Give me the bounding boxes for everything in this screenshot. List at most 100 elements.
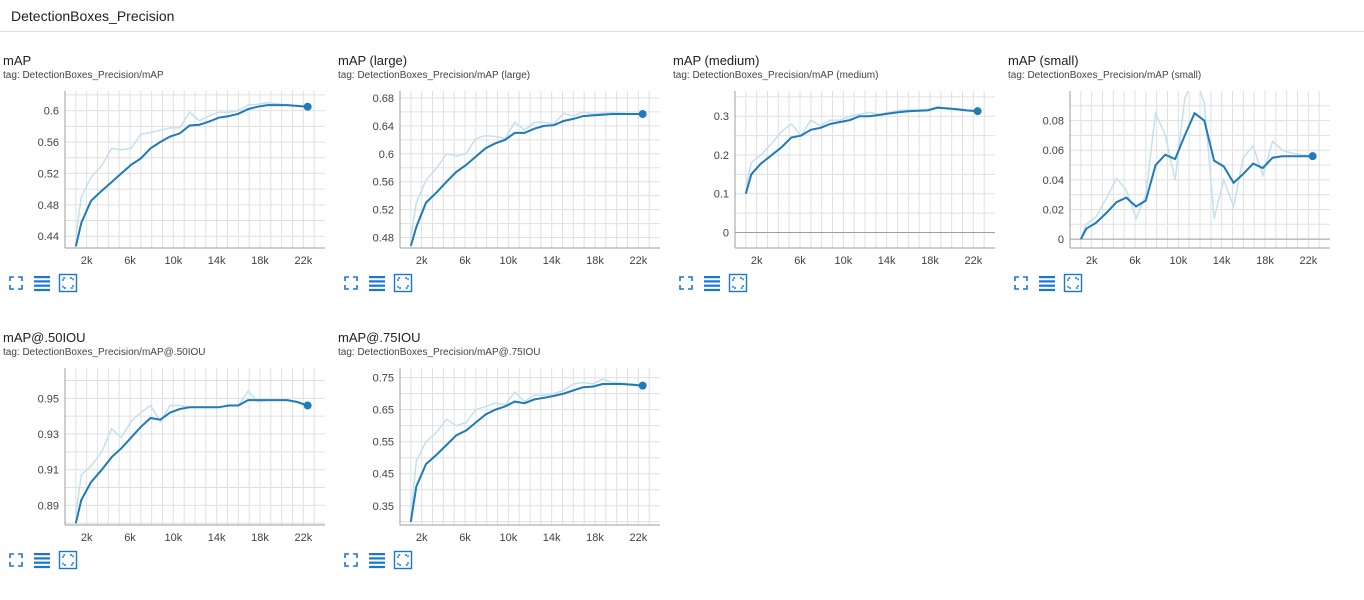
expand-icon[interactable]: [1011, 273, 1031, 293]
y-tick-label: 0.48: [38, 200, 59, 212]
x-tick-label: 2k: [416, 532, 428, 544]
x-tick-label: 6k: [1129, 255, 1141, 267]
chart-tag: tag: DetectionBoxes_Precision/mAP (mediu…: [673, 70, 879, 81]
y-tick-label: 0.44: [38, 231, 59, 243]
last-point-marker[interactable]: [973, 107, 982, 116]
chart-title: mAP (medium): [673, 53, 760, 68]
raw-series-line: [410, 111, 643, 238]
last-point-marker[interactable]: [303, 102, 312, 111]
y-tick-label: 0.1: [714, 189, 729, 201]
x-tick-label: 18k: [586, 255, 604, 267]
y-tick-label: 0.65: [373, 405, 394, 417]
chart-tag: tag: DetectionBoxes_Precision/mAP@.75IOU: [338, 347, 541, 358]
chart-title: mAP: [3, 53, 32, 68]
last-point-marker[interactable]: [638, 110, 647, 119]
chart-plot[interactable]: 0 0.1 0.2 0.3 2k 6k 10k 14k 18k 22k: [670, 83, 1000, 273]
fit-domain-icon[interactable]: [728, 273, 748, 293]
expand-icon[interactable]: [676, 273, 696, 293]
chart-plot[interactable]: 0.89 0.91 0.93 0.95 2k 6k 10k 14k 18k 22k: [0, 360, 330, 550]
x-tick-label: 2k: [416, 255, 428, 267]
list-icon[interactable]: [367, 273, 387, 293]
chart-plot[interactable]: 0 0.02 0.04 0.06 0.08 2k 6k 10k 14k 18k 22k: [1005, 83, 1335, 273]
smoothed-series-line: [74, 399, 309, 524]
y-tick-label: 0.52: [38, 168, 59, 180]
group-title: DetectionBoxes_Precision: [11, 8, 175, 24]
x-tick-label: 18k: [1256, 255, 1274, 267]
x-tick-label: 10k: [164, 255, 182, 267]
raw-series-line: [1080, 91, 1313, 240]
fit-domain-icon[interactable]: [393, 550, 413, 570]
fit-domain-icon[interactable]: [1063, 273, 1083, 293]
list-icon[interactable]: [32, 550, 52, 570]
chart-card-map-medium: mAP (medium) tag: DetectionBoxes_Precisio…: [670, 33, 1000, 298]
y-tick-label: 0: [723, 227, 729, 239]
y-tick-label: 0.52: [373, 205, 394, 217]
y-tick-label: 0.56: [373, 177, 394, 189]
y-tick-label: 0.6: [44, 106, 59, 118]
chart-plot[interactable]: 0.48 0.52 0.56 0.6 0.64 0.68 2k 6k 10k 14k 18k 22k: [335, 83, 665, 273]
fit-domain-icon[interactable]: [58, 273, 78, 293]
y-tick-label: 0.35: [373, 501, 394, 513]
raw-series-line: [75, 389, 308, 515]
x-tick-label: 22k: [629, 255, 647, 267]
x-tick-label: 22k: [294, 255, 312, 267]
x-tick-label: 6k: [459, 532, 471, 544]
x-tick-label: 22k: [294, 532, 312, 544]
last-point-marker[interactable]: [638, 381, 647, 390]
x-tick-label: 22k: [629, 532, 647, 544]
list-icon[interactable]: [367, 550, 387, 570]
chart-title: mAP@.50IOU: [3, 330, 86, 345]
list-icon[interactable]: [1037, 273, 1057, 293]
fit-domain-icon[interactable]: [58, 550, 78, 570]
x-tick-label: 14k: [1213, 255, 1231, 267]
chart-tag: tag: DetectionBoxes_Precision/mAP (large…: [338, 70, 531, 81]
chart-card-map-75iou: mAP@.75IOU tag: DetectionBoxes_Precision/…: [335, 310, 665, 575]
raw-series-line: [75, 102, 308, 237]
y-tick-label: 0.91: [38, 465, 59, 477]
smoothed-series-line: [744, 106, 978, 194]
x-tick-label: 14k: [208, 255, 226, 267]
x-tick-label: 2k: [751, 255, 763, 267]
x-tick-label: 18k: [251, 255, 269, 267]
list-icon[interactable]: [702, 273, 722, 293]
x-tick-label: 10k: [499, 255, 517, 267]
y-tick-label: 0.89: [38, 500, 59, 512]
x-tick-label: 2k: [81, 532, 93, 544]
group-header[interactable]: DetectionBoxes_Precision: [0, 0, 1364, 32]
smoothed-series-line: [409, 113, 643, 247]
last-point-marker[interactable]: [1308, 152, 1317, 161]
chart-card-map-small: mAP (small) tag: DetectionBoxes_Precision…: [1005, 33, 1335, 298]
x-tick-label: 10k: [164, 532, 182, 544]
y-tick-label: 0.45: [373, 469, 394, 481]
expand-icon[interactable]: [6, 550, 26, 570]
smoothed-series-line: [409, 383, 643, 522]
x-tick-label: 10k: [499, 532, 517, 544]
expand-icon[interactable]: [6, 273, 26, 293]
chart-card-map-large: mAP (large) tag: DetectionBoxes_Precision…: [335, 33, 665, 298]
raw-series-line: [410, 378, 643, 516]
x-tick-label: 14k: [543, 532, 561, 544]
x-tick-label: 2k: [1086, 255, 1098, 267]
expand-icon[interactable]: [341, 550, 361, 570]
chart-plot[interactable]: 0.44 0.48 0.52 0.56 0.6 2k 6k 10k 14k 18k 22k: [0, 83, 330, 273]
y-tick-label: 0.2: [714, 150, 729, 162]
list-icon[interactable]: [32, 273, 52, 293]
y-tick-label: 0.75: [373, 373, 394, 385]
y-tick-label: 0.55: [373, 437, 394, 449]
y-tick-label: 0.64: [373, 121, 394, 133]
x-tick-label: 22k: [1299, 255, 1317, 267]
y-tick-label: 0.95: [38, 393, 59, 405]
x-tick-label: 6k: [124, 532, 136, 544]
expand-icon[interactable]: [341, 273, 361, 293]
smoothed-series-line: [74, 104, 308, 247]
y-tick-label: 0.68: [373, 93, 394, 105]
x-tick-label: 10k: [834, 255, 852, 267]
x-tick-label: 18k: [586, 532, 604, 544]
fit-domain-icon[interactable]: [393, 273, 413, 293]
y-tick-label: 0.06: [1043, 145, 1064, 157]
chart-plot[interactable]: 0.35 0.45 0.55 0.65 0.75 2k 6k 10k 14k 18k 22k: [335, 360, 665, 550]
y-tick-label: 0.6: [379, 149, 394, 161]
last-point-marker[interactable]: [303, 401, 312, 410]
y-tick-label: 0.3: [714, 111, 729, 123]
y-tick-label: 0.02: [1043, 204, 1064, 216]
